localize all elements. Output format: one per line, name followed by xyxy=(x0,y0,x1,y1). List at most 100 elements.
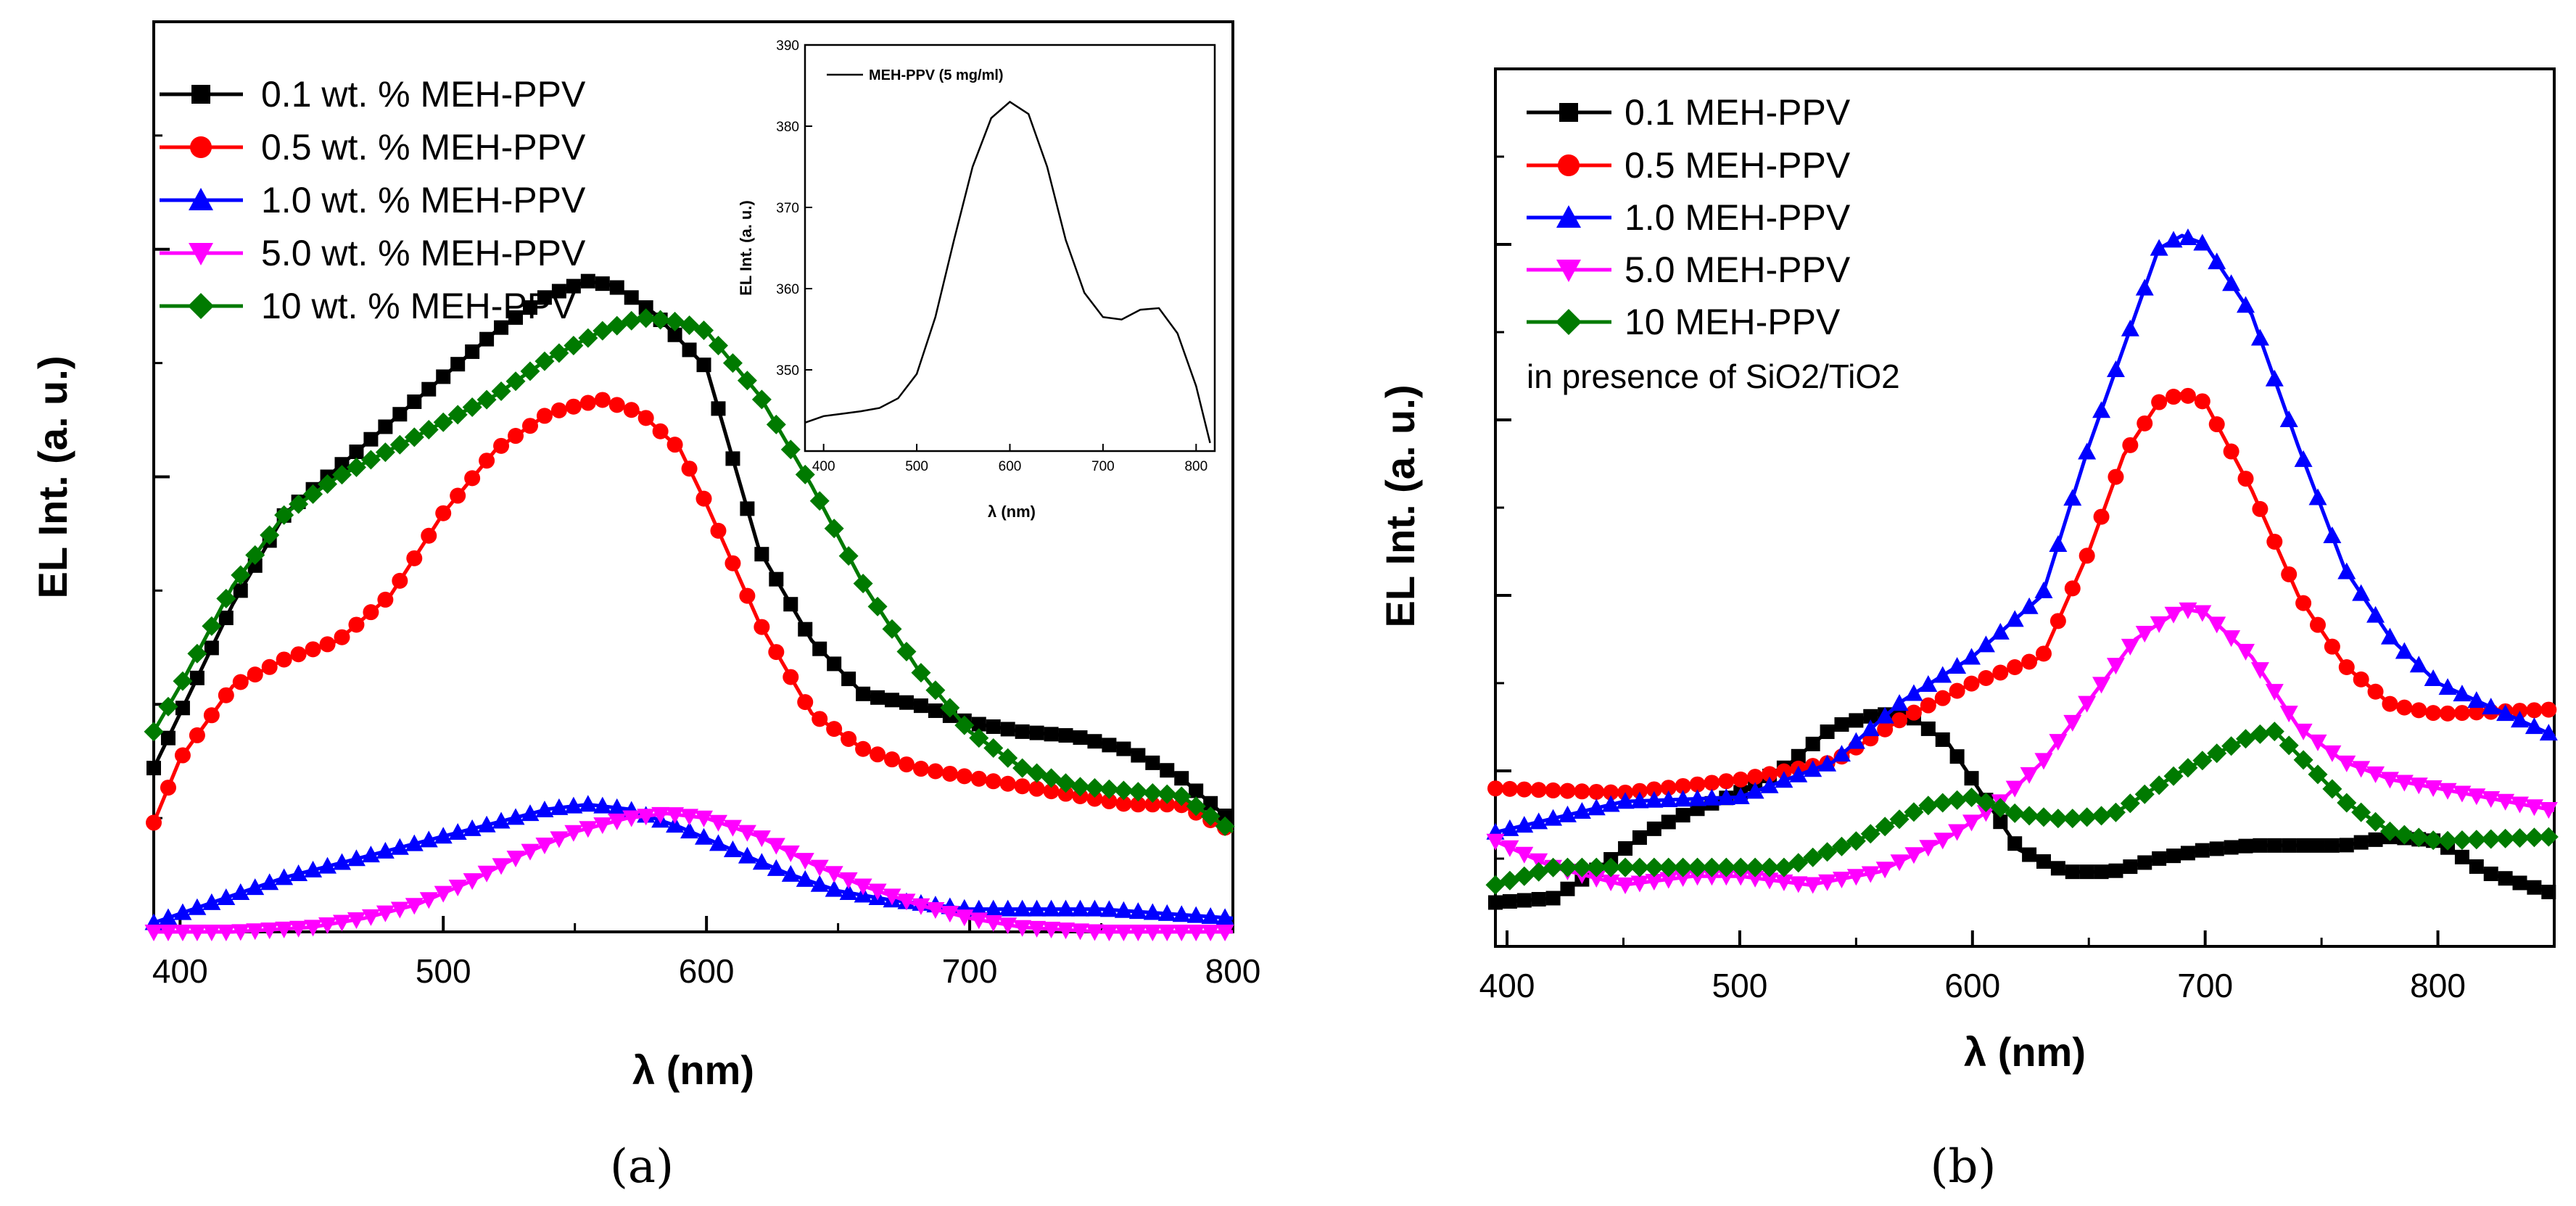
data-point-diamond xyxy=(896,641,917,661)
data-point-square xyxy=(334,457,350,472)
inset-frame xyxy=(804,44,1216,453)
data-point-square xyxy=(1058,728,1073,743)
data-point-square xyxy=(551,284,566,299)
data-point-triangle-up xyxy=(2250,329,2269,346)
data-point-diamond xyxy=(853,574,873,594)
data-point-triangle-up xyxy=(767,859,785,876)
data-point-triangle-up xyxy=(246,878,265,896)
data-point-circle xyxy=(1949,682,1965,699)
data-point-triangle-down xyxy=(144,925,163,941)
data-point-square xyxy=(522,300,537,315)
legend-marker-triangle-down xyxy=(1556,260,1581,282)
data-point-circle xyxy=(2179,387,2196,404)
data-point-triangle-down xyxy=(1904,847,1923,864)
data-point-triangle-down xyxy=(231,924,250,941)
data-point-triangle-up xyxy=(1919,675,1938,693)
data-point-circle xyxy=(927,763,944,780)
data-point-circle xyxy=(2223,443,2239,460)
data-point-circle xyxy=(2353,671,2369,687)
data-point-diamond xyxy=(2034,807,2054,827)
data-point-triangle-down xyxy=(1215,925,1234,941)
data-point-triangle-down xyxy=(419,892,438,909)
data-point-triangle-up xyxy=(1702,788,1721,806)
data-point-circle xyxy=(1487,780,1503,797)
data-point-triangle-up xyxy=(1789,765,1808,782)
data-point-diamond xyxy=(1774,857,1794,877)
data-point-circle xyxy=(1733,771,1749,788)
data-point-triangle-down xyxy=(434,885,453,903)
x-tick-label: 800 xyxy=(2410,967,2466,1004)
data-point-triangle-down xyxy=(854,878,872,896)
data-point-diamond xyxy=(520,361,540,381)
data-point-diamond xyxy=(1716,857,1736,877)
data-point-circle xyxy=(550,402,567,418)
data-point-diamond xyxy=(1529,862,1549,882)
data-point-circle xyxy=(898,756,915,773)
data-point-diamond xyxy=(925,680,946,701)
data-point-triangle-down xyxy=(2308,734,2327,751)
data-point-circle xyxy=(1086,790,1103,807)
data-point-triangle-down xyxy=(159,925,178,941)
data-point-triangle-down xyxy=(2438,782,2457,800)
data-point-triangle-up xyxy=(1832,745,1851,762)
data-point-triangle-down xyxy=(361,909,380,926)
data-point-square xyxy=(2195,843,2210,858)
data-point-triangle-up xyxy=(1948,657,1967,674)
data-point-diamond xyxy=(2538,827,2559,847)
data-point-square xyxy=(508,310,524,325)
data-point-diamond xyxy=(2120,793,2140,814)
data-point-triangle-up xyxy=(1760,776,1779,793)
data-point-triangle-down xyxy=(1775,874,1793,891)
data-point-triangle-down xyxy=(376,905,395,922)
data-point-triangle-down xyxy=(550,831,569,848)
data-point-triangle-down xyxy=(883,888,901,906)
data-point-triangle-down xyxy=(2150,616,2168,633)
data-point-triangle-down xyxy=(477,865,496,883)
data-point-circle xyxy=(1603,784,1619,801)
data-point-triangle-up xyxy=(1172,905,1191,922)
data-point-triangle-down xyxy=(1645,873,1664,891)
data-point-diamond xyxy=(389,434,410,455)
data-point-circle xyxy=(1905,704,1922,721)
data-point-triangle-down xyxy=(448,880,467,897)
data-point-circle xyxy=(189,727,205,743)
data-point-triangle-up xyxy=(781,864,800,882)
data-point-square xyxy=(1174,771,1189,786)
data-point-square xyxy=(1675,808,1690,823)
data-point-triangle-up xyxy=(2179,228,2197,246)
legend-marker-diamond xyxy=(188,293,214,319)
data-point-triangle-up xyxy=(1861,719,1880,737)
data-point-triangle-down xyxy=(1875,862,1894,879)
data-point-triangle-up xyxy=(839,883,858,901)
data-point-circle xyxy=(1704,775,1720,791)
data-point-diamond xyxy=(2048,809,2068,829)
data-point-diamond xyxy=(882,619,902,639)
legend-entry: 1.0 wt. % MEH-PPV xyxy=(160,180,586,220)
data-point-diamond xyxy=(795,464,815,484)
data-point-square xyxy=(2166,848,2181,864)
data-point-triangle-up xyxy=(2467,691,2486,709)
data-point-triangle-up xyxy=(2078,442,2097,460)
data-point-triangle-down xyxy=(1028,920,1046,938)
data-point-square xyxy=(1834,717,1849,732)
data-point-square xyxy=(986,719,1001,734)
data-point-diamond xyxy=(911,663,931,683)
data-point-circle xyxy=(783,669,799,685)
data-point-diamond xyxy=(1601,857,1621,877)
data-point-diamond xyxy=(969,728,989,748)
data-point-diamond xyxy=(1759,857,1780,877)
data-point-triangle-down xyxy=(1746,870,1764,888)
data-point-triangle-down xyxy=(1674,870,1693,887)
data-point-circle xyxy=(579,395,596,411)
data-point-diamond xyxy=(867,596,888,616)
data-point-triangle-up xyxy=(2453,685,2472,702)
data-point-circle xyxy=(1501,780,1518,797)
legend-marker-triangle-up xyxy=(189,188,213,210)
data-point-circle xyxy=(1631,782,1648,799)
data-point-triangle-down xyxy=(492,858,511,875)
data-point-square xyxy=(146,761,161,776)
data-point-triangle-up xyxy=(796,870,814,887)
data-point-circle xyxy=(2108,468,2124,485)
inset-y-tick-label: 380 xyxy=(776,120,799,135)
data-point-diamond xyxy=(2250,724,2270,744)
